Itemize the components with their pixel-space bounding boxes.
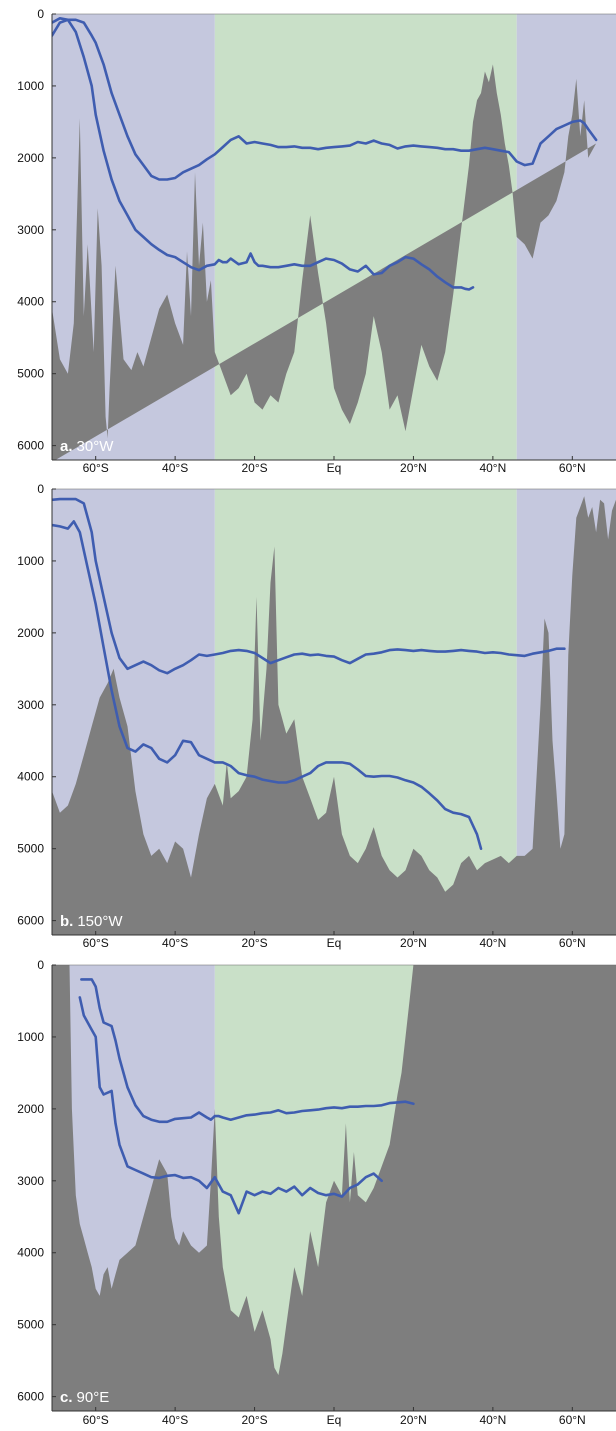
x-tick-label: 60°S <box>83 461 109 475</box>
y-tick-label: 3000 <box>17 223 44 237</box>
x-tick-label: 60°S <box>83 1413 109 1427</box>
depth-curve-1 <box>52 497 566 675</box>
x-tick-label: 20°N <box>400 1413 427 1427</box>
plot-area <box>52 14 616 460</box>
y-tick-label: 4000 <box>17 770 44 784</box>
depth-curve-2 <box>52 520 483 850</box>
depth-curve-2 <box>78 996 383 1215</box>
y-tick-label: 1000 <box>17 554 44 568</box>
x-tick-label: 40°S <box>162 461 188 475</box>
y-tick-label: 1000 <box>17 1030 44 1044</box>
panel-label: c. 90°E <box>60 1389 109 1406</box>
panel-label: a. 30°W <box>60 438 114 455</box>
x-tick-label: 40°N <box>479 1413 506 1427</box>
y-tick-label: 2000 <box>17 1102 44 1116</box>
x-tick-label: 60°S <box>83 936 109 950</box>
y-tick-label: 2000 <box>17 151 44 165</box>
depth-curve-1 <box>80 978 415 1124</box>
x-tick-label: 20°S <box>241 1413 267 1427</box>
plot-area <box>52 489 616 935</box>
x-tick-label: 60°N <box>559 1413 586 1427</box>
x-tick-label: 20°S <box>241 461 267 475</box>
x-tick-label: Eq <box>327 1413 342 1427</box>
panel-c: c. 90°E 0 1000 2000 3000 4000 5000 6000 60°S 40°S 2… <box>17 958 616 1427</box>
y-tick-label: 5000 <box>17 1318 44 1332</box>
x-tick-label: Eq <box>327 936 342 950</box>
y-tick-label: 1000 <box>17 79 44 93</box>
x-tick-label: 60°N <box>559 936 586 950</box>
x-tick-label: 20°N <box>400 461 427 475</box>
x-tick-label: 40°S <box>162 1413 188 1427</box>
y-tick-label: 6000 <box>17 914 44 928</box>
depth-curve-1 <box>52 18 598 181</box>
x-tick-label: 20°N <box>400 936 427 950</box>
x-tick-label: 60°N <box>559 461 586 475</box>
panel-longitude: 150°W <box>77 913 123 930</box>
y-tick-label: 6000 <box>17 439 44 453</box>
x-tick-label: 40°N <box>479 461 506 475</box>
panel-letter: a. <box>60 438 73 455</box>
y-tick-label: 0 <box>37 7 44 21</box>
x-tick-label: 20°S <box>241 936 267 950</box>
y-tick-label: 5000 <box>17 367 44 381</box>
panel-letter: c. <box>60 1389 73 1406</box>
plot-area <box>52 965 616 1411</box>
panel-b: b. 150°W 0 1000 2000 3000 4000 5000 6000 60°S 40°S… <box>17 482 616 950</box>
depth-curve-2 <box>52 17 475 291</box>
y-tick-label: 3000 <box>17 1174 44 1188</box>
panel-longitude: 90°E <box>77 1389 110 1406</box>
panel-label: b. 150°W <box>60 913 123 930</box>
panel-letter: b. <box>60 913 73 930</box>
y-tick-label: 3000 <box>17 698 44 712</box>
y-tick-label: 4000 <box>17 295 44 309</box>
y-tick-label: 5000 <box>17 842 44 856</box>
y-tick-label: 0 <box>37 958 44 972</box>
y-tick-label: 0 <box>37 482 44 496</box>
bathymetry-area <box>52 496 616 935</box>
panel-a: a. 30°W 0 1000 2000 3000 4000 5000 6000 60°S 40°S 2… <box>17 7 616 475</box>
x-tick-label: 40°S <box>162 936 188 950</box>
x-tick-label: Eq <box>327 461 342 475</box>
y-tick-label: 6000 <box>17 1390 44 1404</box>
y-tick-label: 2000 <box>17 626 44 640</box>
x-tick-label: 40°N <box>479 936 506 950</box>
bathymetry-area <box>52 965 616 1411</box>
panel-longitude: 30°W <box>77 438 115 455</box>
y-tick-label: 4000 <box>17 1246 44 1260</box>
bathymetry-area <box>52 64 597 460</box>
